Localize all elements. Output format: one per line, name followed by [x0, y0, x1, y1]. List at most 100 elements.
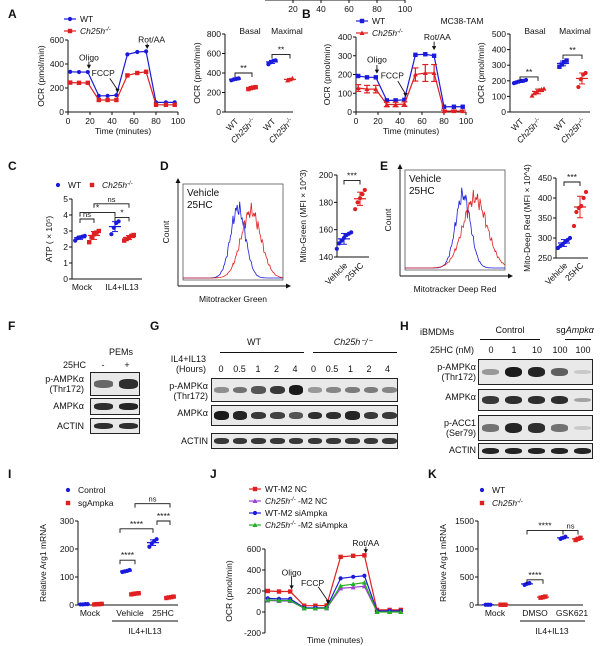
lane-label: 0.5: [325, 364, 339, 374]
panel-label-C: C: [8, 159, 17, 173]
significance-label: ****: [538, 521, 552, 531]
y-tick-label: 180: [319, 197, 333, 207]
blot-g-0: [211, 378, 398, 402]
y-tick-label: 200: [338, 70, 352, 80]
x-tick-label: 0: [354, 116, 359, 126]
x-tick-label: DMSO: [522, 608, 548, 618]
y-tick-label: 400: [538, 193, 552, 203]
blot-row-label: ACTIN: [181, 436, 208, 446]
y-axis-label: OCR (pmol/min): [224, 560, 234, 622]
data-point: [337, 241, 342, 246]
data-point: [571, 223, 577, 229]
blot-band: [307, 411, 323, 420]
significance-label: **: [278, 44, 285, 54]
y-tick-label: 0: [501, 107, 506, 117]
data-point: [124, 236, 129, 242]
y-tick-label: 600: [247, 544, 261, 554]
blot-row-label: ACTIN: [449, 445, 476, 455]
data-point: [460, 104, 465, 109]
y-axis-label: Relative Arg1 mRNA: [438, 524, 448, 602]
blot-band: [270, 411, 285, 420]
blot-band: [573, 397, 592, 403]
group-underline: [565, 339, 591, 340]
panel-label-H: H: [400, 319, 409, 333]
significance-label: ****: [130, 519, 144, 529]
axes: [553, 177, 588, 259]
blot-band: [270, 385, 285, 395]
data-point: [87, 240, 92, 245]
annotation-oligo: Oligo: [79, 52, 99, 62]
series-line-1: [70, 71, 175, 106]
blot-h-group-control: Control: [495, 325, 525, 335]
significance-label: **: [569, 45, 576, 55]
legend-label: Ch25h-/-: [492, 498, 523, 508]
data-point: [423, 52, 428, 57]
legend-label: WT-M2 NC: [265, 484, 307, 494]
data-point: [276, 597, 282, 603]
lane-label: 0: [218, 364, 224, 374]
blot-g-2: [211, 433, 398, 449]
arrow-head: [175, 178, 181, 183]
blot-band: [504, 395, 523, 405]
y-tick-label: 300: [538, 233, 552, 243]
data-point: [581, 195, 586, 201]
y-axis-label: OCR (pmol/min): [476, 42, 486, 104]
data-point: [451, 104, 457, 109]
blot-row-label: p-ACC1 (Ser79): [443, 418, 476, 438]
blot-band: [118, 403, 139, 410]
data-point: [89, 235, 94, 240]
blot-row-label: p-AMPKα (Thr172): [169, 381, 208, 401]
y-tick-label: 100: [60, 572, 74, 582]
x-axis-label: Time (minutes): [95, 126, 152, 136]
arrow-head: [115, 88, 120, 93]
panel-label-A: A: [8, 7, 17, 21]
blot-band: [363, 411, 379, 420]
data-point: [324, 603, 329, 608]
blot-row-label: AMPKα: [445, 392, 476, 402]
blot-band: [270, 438, 285, 444]
histogram-vehicle: [183, 201, 283, 279]
data-point: [125, 52, 130, 57]
data-point: [68, 69, 73, 74]
blot-band: [481, 395, 500, 404]
series-line-2: [267, 575, 401, 612]
data-point: [541, 86, 547, 91]
data-point: [451, 108, 457, 114]
data-point: [431, 70, 437, 75]
data-point: [82, 233, 87, 238]
blot-band: [288, 438, 304, 444]
annotation-rotaa: Rot/AA: [352, 538, 379, 548]
significance-label: ****: [121, 550, 135, 560]
arrow-head: [286, 283, 291, 289]
blot-band: [527, 366, 546, 378]
significance-bracket: [114, 216, 130, 222]
data-point: [431, 53, 437, 58]
y-tick-label: 0: [69, 600, 74, 610]
data-point: [171, 594, 176, 599]
blot-band: [573, 369, 592, 374]
chart-title: MC38-TAM: [441, 16, 484, 26]
significance-label: **: [240, 63, 247, 73]
legend-marker: [55, 182, 61, 188]
blot-band: [527, 447, 546, 455]
annotation-arrow: [109, 78, 118, 91]
data-point: [393, 102, 399, 107]
data-point: [356, 73, 361, 79]
blot-band: [363, 438, 379, 444]
data-point: [68, 80, 73, 85]
blot-band: [504, 366, 523, 378]
blot-band: [382, 438, 397, 444]
panel-label-G: G: [150, 319, 159, 333]
blot-g-1: [211, 405, 398, 426]
blot-band: [382, 411, 397, 420]
legend-vehicle: Vehicle: [409, 174, 442, 185]
data-point: [576, 84, 581, 90]
data-point: [253, 84, 258, 90]
significance-label: ***: [567, 172, 578, 182]
data-point: [143, 69, 149, 74]
blot-band: [550, 424, 569, 432]
data-point: [164, 595, 169, 601]
data-point: [362, 573, 367, 578]
blot-band: [118, 422, 139, 430]
